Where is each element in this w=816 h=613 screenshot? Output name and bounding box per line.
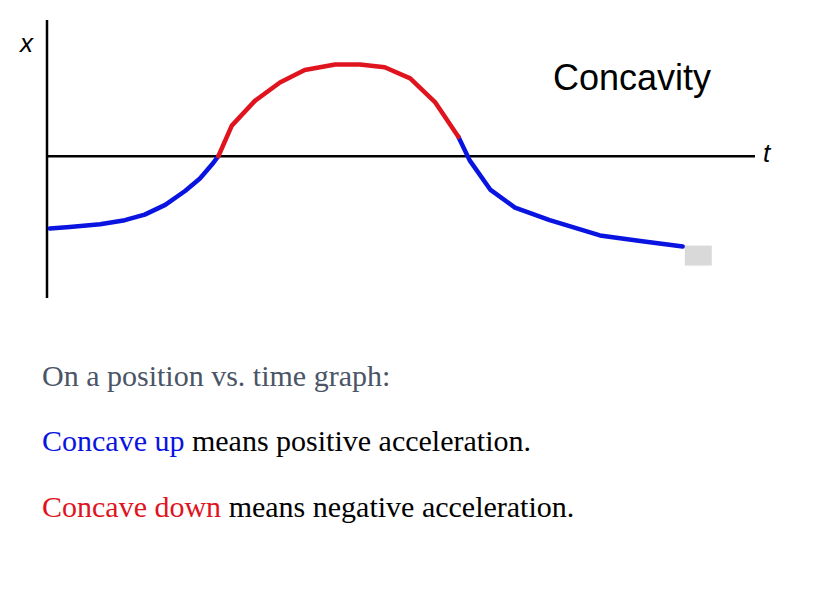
chart: x t Concavity On a position vs. time graph:… xyxy=(0,0,816,613)
annotation: Concave down means negative acceleration… xyxy=(42,490,574,523)
plot-area xyxy=(50,64,683,246)
series-line xyxy=(218,64,458,156)
x-label: t xyxy=(763,138,772,168)
annotation-part: means negative acceleration. xyxy=(221,490,574,523)
title: Concavity xyxy=(553,57,711,98)
annotation-part: Concave down xyxy=(42,490,221,523)
x-axis xyxy=(47,155,755,158)
series-line xyxy=(50,137,683,247)
annotation: On a position vs. time graph: xyxy=(42,359,390,392)
annotation-part: means positive acceleration. xyxy=(184,424,531,457)
annotation: Concave up means positive acceleration. xyxy=(42,424,531,457)
y-label: x xyxy=(18,28,34,58)
decoration xyxy=(685,246,712,266)
y-axis xyxy=(46,20,49,298)
annotation-part: On a position vs. time graph: xyxy=(42,359,390,392)
annotation-part: Concave up xyxy=(42,424,184,457)
